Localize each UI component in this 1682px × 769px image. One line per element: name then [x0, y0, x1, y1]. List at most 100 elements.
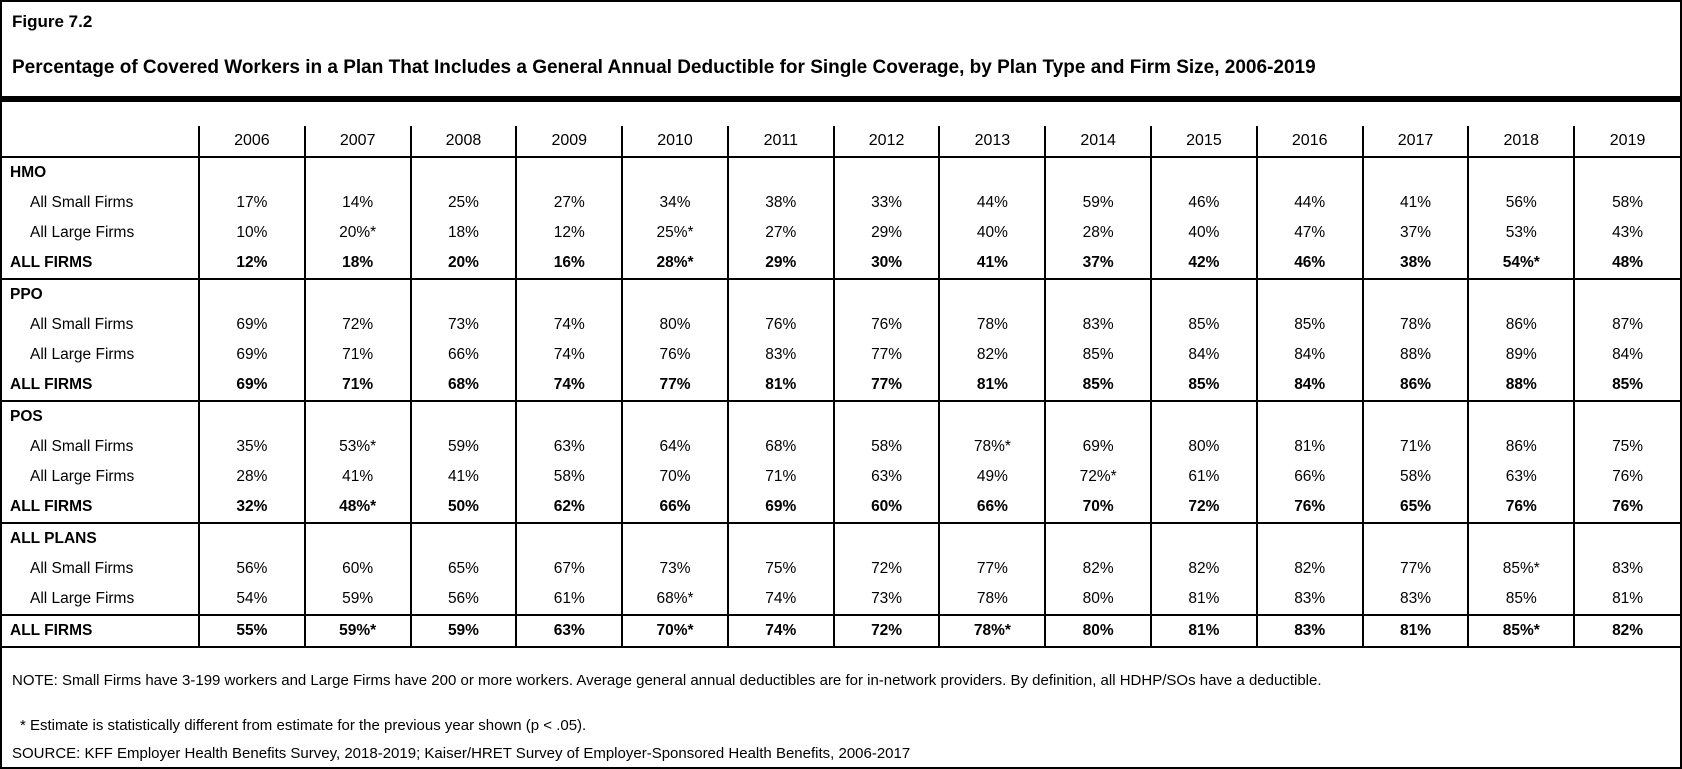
- value-cell: 69%: [198, 340, 305, 371]
- value-cell: 41%: [303, 462, 411, 493]
- value-cell: 82%: [1044, 554, 1152, 585]
- value-cell: 85%*: [1467, 614, 1575, 649]
- value-cell: [726, 278, 834, 311]
- value-cell: [938, 278, 1046, 311]
- value-cell: [409, 156, 517, 189]
- value-cell: 85%: [1255, 310, 1363, 341]
- value-cell: [1361, 278, 1469, 311]
- value-cell: 76%: [1573, 492, 1680, 524]
- value-cell: 27%: [726, 218, 834, 249]
- value-cell: 54%: [198, 584, 305, 616]
- value-cell: [1361, 522, 1469, 555]
- row-label-cell: All Large Firms: [30, 468, 135, 486]
- row-label-cell: All Large Firms: [30, 346, 135, 364]
- table-body: HMO All Small Firms 17% 14% 25% 27% 34% 38% 33% 4…: [2, 156, 1680, 649]
- value-cell: 74%: [515, 340, 623, 371]
- value-cell: 85%: [1573, 370, 1680, 402]
- value-cell: 63%: [515, 614, 623, 649]
- year-header-cell: 2007: [303, 126, 411, 159]
- value-cell: 16%: [515, 248, 623, 280]
- table-head: 2006 2007 2008 2009 2010 2011 2012 2013 2014 2015…: [2, 126, 1680, 159]
- figure-header: Figure 7.2 Percentage of Covered Workers…: [2, 2, 1680, 80]
- value-cell: 46%: [1150, 188, 1257, 219]
- value-cell: 86%: [1467, 310, 1575, 341]
- value-cell: 86%: [1361, 370, 1469, 402]
- value-cell: 81%: [1573, 584, 1680, 616]
- value-cell: 76%: [1255, 492, 1363, 524]
- value-cell: [832, 522, 940, 555]
- value-cell: [1150, 278, 1257, 311]
- value-cell: 75%: [726, 554, 834, 585]
- value-cell: 55%: [198, 614, 305, 649]
- value-cell: 77%: [1361, 554, 1469, 585]
- value-cell: 48%*: [303, 492, 411, 524]
- value-cell: 85%: [1044, 340, 1152, 371]
- value-cell: 70%: [621, 462, 728, 493]
- value-cell: 85%*: [1467, 554, 1575, 585]
- value-cell: [938, 156, 1046, 189]
- data-row: ALL FIRMS 32% 48%* 50% 62% 66% 69% 60% 66% 70% 72%…: [2, 492, 1680, 524]
- value-cell: 81%: [1150, 584, 1257, 616]
- value-cell: 60%: [832, 492, 940, 524]
- value-cell: 66%: [1255, 462, 1363, 493]
- value-cell: 25%: [409, 188, 517, 219]
- value-cell: 20%*: [303, 218, 411, 249]
- row-label-cell: All Small Firms: [30, 316, 134, 334]
- value-cell: 85%: [1150, 370, 1257, 402]
- footnotes: NOTE: Small Firms have 3-199 workers and…: [2, 672, 1680, 763]
- year-header-cell: 2006: [198, 126, 305, 159]
- value-cell: 58%: [832, 432, 940, 463]
- year-header-cell: 2015: [1150, 126, 1257, 159]
- data-row: All Small Firms 35% 53%* 59% 63% 64% 68% 58% 78%…: [2, 432, 1680, 463]
- row-label-cell: ALL FIRMS: [10, 376, 93, 394]
- value-cell: 83%: [1255, 584, 1363, 616]
- value-cell: 66%: [409, 340, 517, 371]
- value-cell: [1150, 400, 1257, 433]
- value-cell: [621, 156, 728, 189]
- year-header-cell: 2010: [621, 126, 728, 159]
- overall-total-row: ALL FIRMS 55% 59%* 59% 63% 70%* 74% 72% 78%* 80% 8…: [2, 614, 1680, 649]
- value-cell: [198, 522, 305, 555]
- value-cell: 69%: [198, 370, 305, 402]
- value-cell: 72%: [832, 554, 940, 585]
- value-cell: 59%: [303, 584, 411, 616]
- value-cell: 41%: [938, 248, 1046, 280]
- year-header-row: 2006 2007 2008 2009 2010 2011 2012 2013 2014 2015…: [2, 126, 1680, 159]
- value-cell: 29%: [726, 248, 834, 280]
- value-cell: 40%: [1150, 218, 1257, 249]
- value-cell: 74%: [515, 370, 623, 402]
- value-cell: [198, 278, 305, 311]
- row-label-cell: ALL FIRMS: [10, 254, 93, 272]
- value-cell: 85%: [1150, 310, 1257, 341]
- value-cell: 72%: [832, 614, 940, 649]
- value-cell: 47%: [1255, 218, 1363, 249]
- value-cell: 78%: [1361, 310, 1469, 341]
- value-cell: 85%: [1467, 584, 1575, 616]
- value-cell: 84%: [1255, 340, 1363, 371]
- value-cell: 65%: [1361, 492, 1469, 524]
- value-cell: [1044, 400, 1152, 433]
- value-cell: [621, 278, 728, 311]
- value-cell: 74%: [726, 614, 834, 649]
- value-cell: 73%: [621, 554, 728, 585]
- value-cell: 68%: [409, 370, 517, 402]
- value-cell: [1044, 522, 1152, 555]
- benefits-table: 2006 2007 2008 2009 2010 2011 2012 2013 2014 2015…: [2, 126, 1680, 649]
- value-cell: [1467, 522, 1575, 555]
- value-cell: 48%: [1573, 248, 1680, 280]
- value-cell: 76%: [1467, 492, 1575, 524]
- value-cell: 38%: [1361, 248, 1469, 280]
- value-cell: [515, 522, 623, 555]
- data-row: All Small Firms 56% 60% 65% 67% 73% 75% 72% 77% 8…: [2, 554, 1680, 585]
- value-cell: [515, 400, 623, 433]
- value-cell: [1044, 278, 1152, 311]
- value-cell: 71%: [303, 340, 411, 371]
- value-cell: 80%: [621, 310, 728, 341]
- value-cell: 56%: [1467, 188, 1575, 219]
- value-cell: 83%: [1044, 310, 1152, 341]
- value-cell: [1467, 278, 1575, 311]
- year-header-cell: 2017: [1361, 126, 1469, 159]
- value-cell: 72%*: [1044, 462, 1152, 493]
- value-cell: 35%: [198, 432, 305, 463]
